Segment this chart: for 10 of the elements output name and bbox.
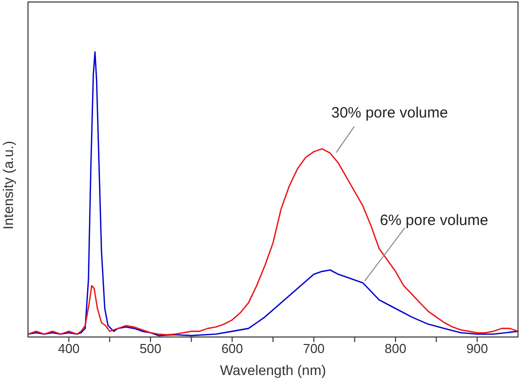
x-tick-label: 400 (58, 341, 80, 356)
x-tick-label: 900 (466, 341, 488, 356)
x-tick-label: 800 (384, 341, 406, 356)
x-axis-title: Wavelength (nm) (220, 362, 326, 378)
y-axis-title: Intensity (a.u.) (0, 140, 16, 230)
x-tick-label: 500 (140, 341, 162, 356)
annotation: 6% pore volume (380, 212, 488, 229)
annotation: 30% pore volume (331, 104, 448, 122)
x-tick-label: 700 (302, 341, 325, 356)
x-tick-label: 600 (221, 341, 244, 356)
